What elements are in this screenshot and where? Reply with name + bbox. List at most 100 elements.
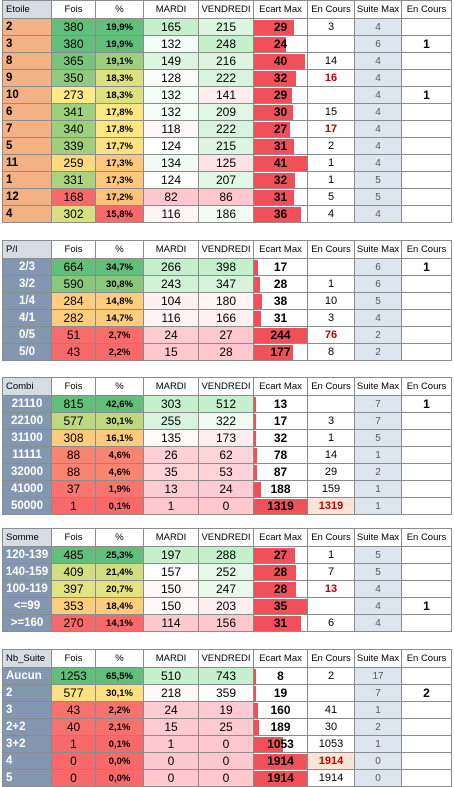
header-vendredi: VENDREDI <box>198 0 254 19</box>
ecart-bar-fill <box>254 104 293 120</box>
pct-cell: 4,6% <box>95 463 144 481</box>
en-cours-cell: 7 <box>307 563 355 581</box>
ecart-bar-fill <box>254 206 301 222</box>
table-row: 11111 88 4,6% 26 62 78 14 1 <box>2 446 452 464</box>
header-en-cours: En Cours <box>307 0 355 19</box>
fois-cell: 43 <box>51 701 96 719</box>
ecart-bar: 177 <box>254 344 307 360</box>
suite-max-cell: 2 <box>354 343 402 361</box>
ecart-bar: 17 <box>254 413 307 429</box>
fois-cell: 485 <box>51 546 96 564</box>
suite-max-cell: 4 <box>354 69 402 87</box>
ecart-bar-fill <box>254 413 257 429</box>
ecart-value: 13 <box>273 396 288 411</box>
ecart-bar: 31 <box>254 189 307 205</box>
fois-cell: 1253 <box>51 667 96 685</box>
table-row: 11 259 17,3% 134 125 41 1 4 <box>2 154 452 172</box>
en-cours-cell: 14 <box>307 52 355 70</box>
header-pct: % <box>95 240 144 259</box>
row-label: 2 <box>2 684 52 702</box>
fois-cell: 37 <box>51 480 96 498</box>
table-row: 10 273 18,3% 132 141 29 4 1 <box>2 86 452 104</box>
header-pct: % <box>95 0 144 19</box>
ecart-bar: 27 <box>254 547 307 563</box>
block-title: Somme <box>2 528 52 547</box>
table-row: 4/1 282 14,7% 116 166 31 3 4 <box>2 309 452 327</box>
en-cours-2-cell <box>401 718 452 736</box>
en-cours-cell: 1 <box>307 275 355 293</box>
ecart-bar: 32 <box>254 70 307 86</box>
ecart-bar-fill <box>254 276 260 292</box>
table-row: 8 365 19,1% 149 216 40 14 4 <box>2 52 452 70</box>
fois-cell: 1 <box>51 735 96 753</box>
mardi-cell: 118 <box>143 120 199 138</box>
fois-cell: 43 <box>51 343 96 361</box>
vendredi-cell: 25 <box>198 718 254 736</box>
ecart-bar: 31 <box>254 615 307 631</box>
row-label: >=160 <box>2 614 52 632</box>
suite-max-cell: 4 <box>354 120 402 138</box>
en-cours-cell: 3 <box>307 412 355 430</box>
vendredi-cell: 247 <box>198 580 254 598</box>
vendredi-cell: 0 <box>198 769 254 787</box>
vendredi-cell: 86 <box>198 188 254 206</box>
suite-max-cell: 2 <box>354 463 402 481</box>
en-cours-cell: 1319 <box>307 497 355 515</box>
ecart-bar-fill <box>254 581 297 597</box>
ecart-max-cell: 41 <box>253 154 308 172</box>
ecart-bar-fill <box>254 293 262 309</box>
fois-cell: 409 <box>51 563 96 581</box>
mardi-cell: 15 <box>143 718 199 736</box>
vendredi-cell: 186 <box>198 205 254 223</box>
row-label: 5/0 <box>2 343 52 361</box>
ecart-bar-fill <box>254 719 260 735</box>
row-label: 4 <box>2 205 52 223</box>
table-row: 0/5 51 2,7% 24 27 244 76 2 <box>2 326 452 344</box>
ecart-max-cell: 40 <box>253 52 308 70</box>
vendredi-cell: 512 <box>198 395 254 413</box>
ecart-max-cell: 13 <box>253 395 308 413</box>
vendredi-cell: 166 <box>198 309 254 327</box>
en-cours-2-cell <box>401 546 452 564</box>
ecart-value: 31 <box>273 615 288 630</box>
ecart-bar-fill <box>254 615 301 631</box>
header-ecart-max: Ecart Max <box>253 0 308 19</box>
header-fois: Fois <box>51 528 96 547</box>
en-cours-2-cell <box>401 205 452 223</box>
vendredi-cell: 0 <box>198 752 254 770</box>
mardi-cell: 134 <box>143 154 199 172</box>
ecart-max-cell: 177 <box>253 343 308 361</box>
mardi-cell: 510 <box>143 667 199 685</box>
fois-cell: 51 <box>51 326 96 344</box>
en-cours-cell: 4 <box>307 205 355 223</box>
header-en-cours-2: En Cours <box>401 649 452 668</box>
suite-max-cell: 5 <box>354 546 402 564</box>
vendredi-cell: 209 <box>198 103 254 121</box>
header-ecart-max: Ecart Max <box>253 649 308 668</box>
fois-cell: 815 <box>51 395 96 413</box>
en-cours-2-cell <box>401 103 452 121</box>
table-row: 6 341 17,8% 132 209 30 15 4 <box>2 103 452 121</box>
fois-cell: 1 <box>51 497 96 515</box>
en-cours-2-cell <box>401 446 452 464</box>
ecart-bar-fill <box>254 498 307 514</box>
en-cours-cell: 16 <box>307 69 355 87</box>
ecart-value: 32 <box>273 172 288 187</box>
en-cours-cell: 5 <box>307 188 355 206</box>
block-title: Combi <box>2 377 52 396</box>
suite-max-cell: 0 <box>354 752 402 770</box>
suite-max-cell: 1 <box>354 735 402 753</box>
en-cours-cell: 2 <box>307 137 355 155</box>
vendredi-cell: 207 <box>198 171 254 189</box>
ecart-max-cell: 24 <box>253 35 308 53</box>
en-cours-2-cell: 2 <box>401 684 452 702</box>
row-label: 50000 <box>2 497 52 515</box>
pct-cell: 0,1% <box>95 497 144 515</box>
pct-cell: 18,3% <box>95 69 144 87</box>
header-fois: Fois <box>51 240 96 259</box>
row-label: 21110 <box>2 395 52 413</box>
header-suite-max: Suite Max <box>354 377 402 396</box>
table-row: Aucun 1253 65,5% 510 743 8 2 17 <box>2 667 452 685</box>
ecart-max-cell: 38 <box>253 292 308 310</box>
en-cours-cell: 76 <box>307 326 355 344</box>
